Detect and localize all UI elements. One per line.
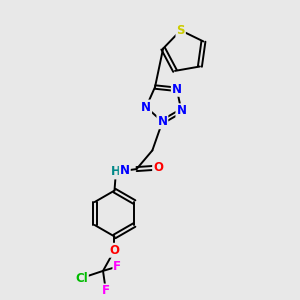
Text: H: H — [111, 165, 121, 178]
Text: O: O — [153, 161, 163, 174]
Text: N: N — [158, 115, 167, 128]
Text: N: N — [141, 100, 151, 114]
Text: N: N — [172, 83, 182, 96]
Text: S: S — [176, 24, 185, 37]
Text: N: N — [176, 104, 186, 117]
Text: N: N — [120, 164, 130, 177]
Text: O: O — [110, 244, 119, 257]
Text: Cl: Cl — [75, 272, 88, 285]
Text: F: F — [113, 260, 122, 273]
Text: F: F — [102, 284, 110, 298]
